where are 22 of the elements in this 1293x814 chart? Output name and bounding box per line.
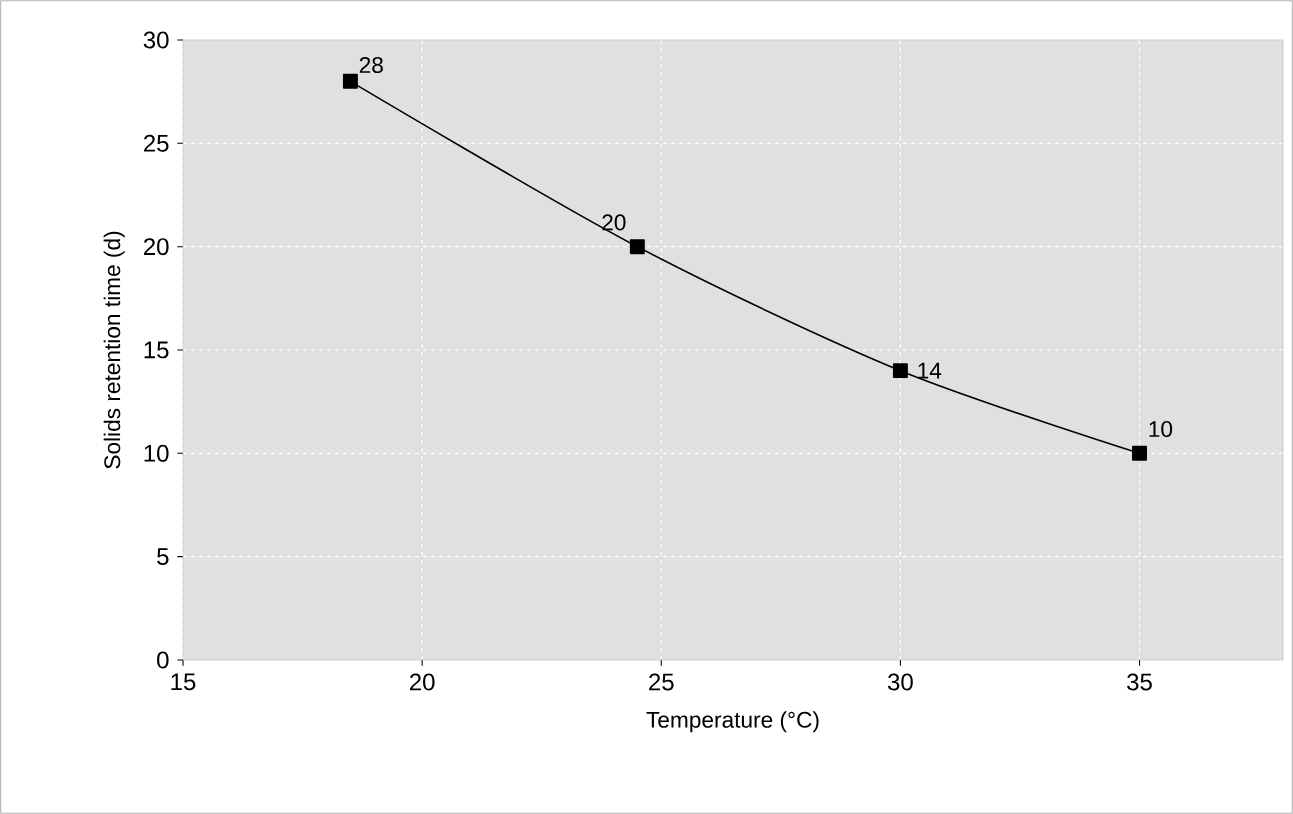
- x-tick-label: 30: [887, 673, 913, 691]
- x-tick-label: 20: [410, 673, 435, 691]
- data-label: 28: [359, 57, 383, 74]
- x-tick-label: 35: [1127, 673, 1152, 691]
- point: [629, 239, 645, 255]
- data-label: 14: [918, 362, 942, 379]
- data-label: 20: [602, 214, 626, 231]
- point: [892, 363, 908, 379]
- data-label: 10: [1149, 421, 1173, 438]
- y-tick-label: 20: [144, 238, 169, 256]
- x-tick-label: 25: [649, 673, 674, 691]
- y-tick-label: 10: [144, 444, 169, 462]
- y-tick-label: 15: [144, 341, 169, 359]
- point: [342, 73, 358, 89]
- y-tick-label: 30: [143, 31, 169, 49]
- point: [1132, 445, 1147, 461]
- x-tick-label: 15: [171, 673, 196, 691]
- y-tick-label: 25: [144, 134, 169, 152]
- y-tick-label: 0: [157, 651, 169, 669]
- x-axis-title: Temperature (°C): [646, 711, 819, 733]
- y-tick-label: 5: [157, 548, 169, 566]
- y-axis-title: Solids retention time (d): [103, 231, 125, 469]
